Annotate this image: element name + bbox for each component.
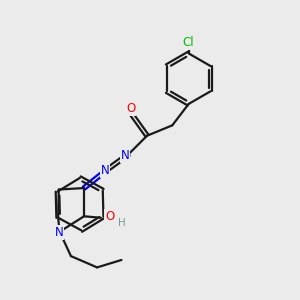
Text: N: N bbox=[55, 226, 63, 239]
Text: H: H bbox=[118, 218, 126, 228]
Text: O: O bbox=[105, 210, 115, 223]
Text: N: N bbox=[121, 149, 129, 162]
Text: Cl: Cl bbox=[183, 36, 194, 49]
Text: N: N bbox=[100, 164, 109, 177]
Text: O: O bbox=[126, 103, 135, 116]
